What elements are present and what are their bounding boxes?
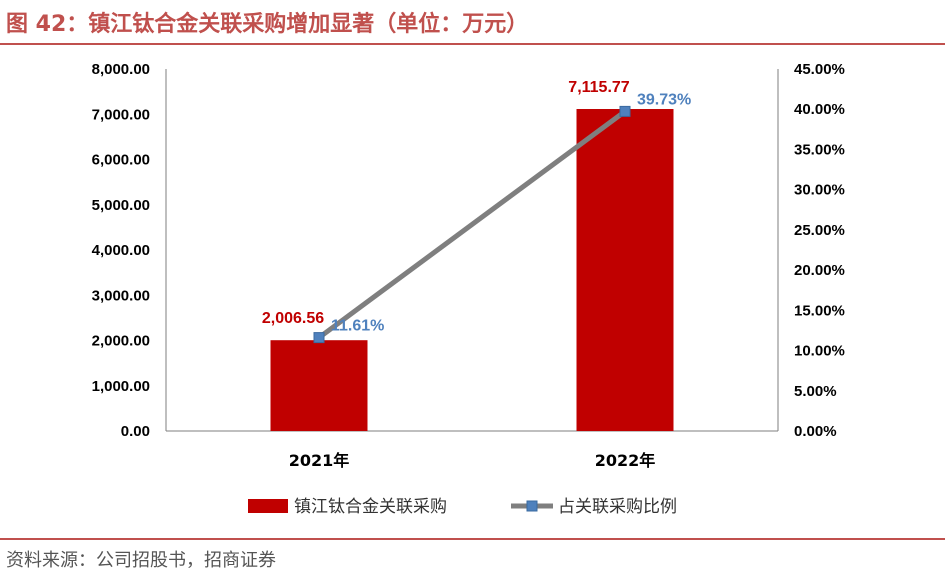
left-tick-label: 7,000.00 — [92, 106, 150, 123]
line-point — [619, 105, 631, 117]
right-tick-label: 40.00% — [794, 101, 845, 118]
source-note: 资料来源：公司招股书，招商证券 — [6, 550, 276, 571]
category-labels: 2021年 2022年 — [289, 451, 656, 470]
right-tick-label: 25.00% — [794, 222, 845, 239]
legend-label-bar: 镇江钛合金关联采购 — [294, 497, 447, 517]
source-divider — [0, 538, 945, 540]
left-tick-label: 5,000.00 — [92, 197, 150, 214]
bar-value-label: 7,115.77 — [568, 79, 630, 96]
legend-label-line: 占关联采购比例 — [558, 497, 677, 517]
left-axis-ticks: 0.00 1,000.00 2,000.00 3,000.00 4,000.00 5,00… — [92, 61, 150, 440]
right-tick-label: 10.00% — [794, 343, 845, 360]
right-tick-label: 45.00% — [794, 61, 845, 78]
right-tick-label: 30.00% — [794, 182, 845, 199]
right-axis-ticks: 0.00% 5.00% 10.00% 15.00% 20.00% 25.00% 30.00%… — [794, 61, 845, 440]
category-label: 2021年 — [289, 451, 350, 470]
line-point — [313, 332, 325, 344]
right-tick-label: 35.00% — [794, 141, 845, 158]
left-tick-label: 0.00 — [121, 423, 150, 440]
bar-series: 2,006.56 7,115.77 — [262, 79, 674, 431]
category-label: 2022年 — [595, 451, 656, 470]
left-tick-label: 3,000.00 — [92, 287, 150, 304]
left-tick-label: 4,000.00 — [92, 242, 150, 259]
right-tick-label: 0.00% — [794, 423, 837, 440]
right-tick-label: 15.00% — [794, 302, 845, 319]
bar-value-label: 2,006.56 — [262, 310, 324, 327]
series-line — [317, 109, 627, 340]
line-value-label: 11.61% — [331, 318, 384, 335]
legend: 镇江钛合金关联采购 占关联采购比例 — [248, 497, 677, 517]
left-tick-label: 8,000.00 — [92, 61, 150, 78]
right-tick-label: 5.00% — [794, 383, 837, 400]
bar — [270, 340, 368, 431]
line-value-label: 39.73% — [637, 91, 691, 108]
legend-swatch-bar — [248, 499, 288, 513]
line-series: 11.61% 39.73% — [313, 91, 691, 344]
bar — [576, 109, 674, 431]
chart-title: 图 42：镇江钛合金关联采购增加显著（单位：万元） — [6, 12, 529, 37]
legend-swatch-marker — [526, 500, 538, 512]
left-tick-label: 6,000.00 — [92, 152, 150, 169]
left-tick-label: 2,000.00 — [92, 333, 150, 350]
right-tick-label: 20.00% — [794, 262, 845, 279]
combo-chart: 0.00 1,000.00 2,000.00 3,000.00 4,000.00 5,00… — [92, 61, 845, 517]
title-divider — [0, 43, 945, 45]
left-tick-label: 1,000.00 — [92, 378, 150, 395]
